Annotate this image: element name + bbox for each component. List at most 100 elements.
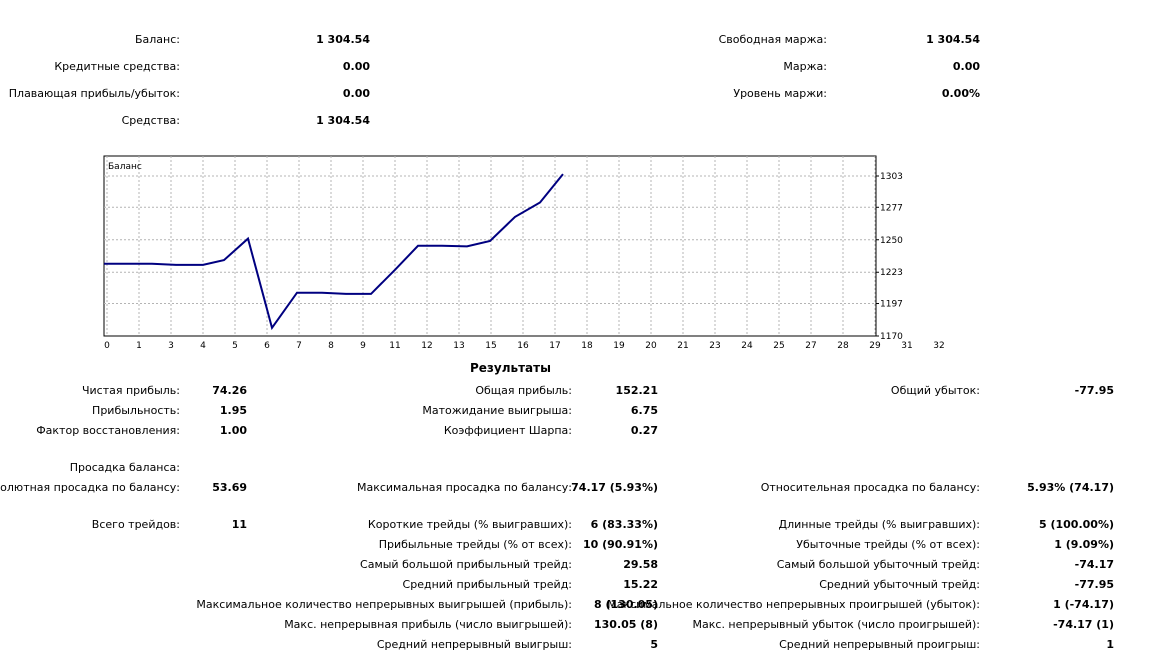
sharpe-label: Коэффициент Шарпа:	[443, 424, 572, 437]
abs-drawdown-value: 53.69	[212, 481, 247, 494]
chart-title: Баланс	[108, 162, 142, 172]
credit-label: Кредитные средства:	[54, 60, 180, 73]
long-trades-label: Длинные трейды (% выигравших):	[778, 518, 980, 531]
profit-factor-value: 1.95	[219, 404, 247, 417]
largest-loss-value: -74.17	[1074, 558, 1114, 571]
x-tick-label: 24	[741, 341, 753, 351]
gross-profit-label: Общая прибыль:	[475, 384, 572, 397]
x-tick-label: 17	[549, 341, 560, 351]
profit-trades-label: Прибыльные трейды (% от всех):	[378, 538, 572, 551]
results-title: Результаты	[470, 361, 551, 375]
x-tick-label: 0	[104, 341, 110, 351]
short-trades-label: Короткие трейды (% выигравших):	[367, 518, 572, 531]
x-tick-label: 15	[485, 341, 496, 351]
drawdown-header: Просадка баланса:	[69, 461, 180, 474]
x-tick-label: 11	[389, 341, 400, 351]
free-margin-value: 1 304.54	[926, 33, 980, 46]
max-drawdown-label: Максимальная просадка по балансу:	[356, 481, 572, 494]
floating-value: 0.00	[342, 87, 370, 100]
sharpe-value: 0.27	[630, 424, 658, 437]
x-tick-label: 25	[773, 341, 784, 351]
largest-loss-label: Самый большой убыточный трейд:	[776, 558, 980, 571]
margin-value: 0.00	[952, 60, 980, 73]
y-tick-label: 1303	[880, 172, 903, 182]
balance-label: Баланс:	[134, 33, 180, 46]
short-trades-value: 6 (83.33%)	[590, 518, 658, 531]
max-cons-loss-value: -74.17 (1)	[1053, 618, 1114, 631]
x-tick-label: 29	[869, 341, 881, 351]
balance-value: 1 304.54	[316, 33, 370, 46]
y-tick-label: 1197	[880, 300, 903, 310]
x-tick-label: 19	[613, 341, 625, 351]
x-tick-label: 7	[296, 341, 302, 351]
x-tick-label: 23	[709, 341, 720, 351]
recovery-factor-label: Фактор восстановления:	[36, 424, 180, 437]
max-cons-profit-label: Макс. непрерывная прибыль (число выигрыш…	[284, 618, 572, 631]
free-margin-label: Свободная маржа:	[718, 33, 827, 46]
x-tick-label: 6	[264, 341, 270, 351]
x-tick-label: 4	[200, 341, 206, 351]
largest-profit-label: Самый большой прибыльный трейд:	[360, 558, 572, 571]
expected-payoff-value: 6.75	[630, 404, 658, 417]
y-tick-label: 1277	[880, 203, 903, 213]
gross-loss-value: -77.95	[1074, 384, 1114, 397]
y-tick-label: 1250	[880, 236, 903, 246]
max-cons-losses-label: Максимальное количество непрерывных прои…	[607, 598, 980, 611]
x-tick-label: 1	[136, 341, 142, 351]
total-trades-value: 11	[231, 518, 247, 531]
avg-loss-label: Средний убыточный трейд:	[819, 578, 980, 591]
y-axis: 1303 1277 1250 1223 1197 1170	[876, 172, 903, 342]
profit-factor-label: Прибыльность:	[92, 404, 180, 417]
credit-value: 0.00	[342, 60, 370, 73]
y-tick-label: 1223	[880, 268, 903, 278]
loss-trades-value: 1 (9.09%)	[1054, 538, 1114, 551]
largest-profit-value: 29.58	[623, 558, 658, 571]
max-drawdown-value: 74.17 (5.93%)	[571, 481, 658, 494]
x-tick-label: 31	[901, 341, 912, 351]
net-profit-label: Чистая прибыль:	[81, 384, 180, 397]
y-tick-label: 1170	[880, 332, 903, 342]
balance-series-line	[104, 173, 564, 331]
equity-label: Средства:	[121, 114, 180, 127]
x-tick-label: 13	[453, 341, 464, 351]
x-tick-label: 16	[517, 341, 529, 351]
x-tick-label: 21	[677, 341, 688, 351]
gross-loss-label: Общий убыток:	[890, 384, 980, 397]
x-tick-label: 12	[421, 341, 432, 351]
x-tick-label: 32	[933, 341, 944, 351]
max-cons-wins-label: Максимальное количество непрерывных выиг…	[196, 598, 572, 611]
avg-profit-label: Средний прибыльный трейд:	[402, 578, 572, 591]
avg-profit-value: 15.22	[623, 578, 658, 591]
margin-level-value: 0.00%	[941, 87, 980, 100]
max-cons-loss-label: Макс. непрерывный убыток (число проигрыш…	[692, 618, 980, 631]
margin-label: Маржа:	[783, 60, 827, 73]
long-trades-value: 5 (100.00%)	[1038, 518, 1114, 531]
rel-drawdown-label: Относительная просадка по балансу:	[760, 481, 980, 494]
avg-cons-wins-label: Средний непрерывный выигрыш:	[376, 638, 572, 651]
recovery-factor-value: 1.00	[219, 424, 247, 437]
profit-trades-value: 10 (90.91%)	[582, 538, 658, 551]
gross-profit-value: 152.21	[615, 384, 658, 397]
x-tick-label: 5	[232, 341, 238, 351]
x-tick-label: 3	[168, 341, 174, 351]
chart-frame	[103, 155, 877, 337]
avg-loss-value: -77.95	[1074, 578, 1114, 591]
max-cons-wins-value: 8 (130.05)	[594, 598, 658, 611]
total-trades-label: Всего трейдов:	[91, 518, 180, 531]
equity-value: 1 304.54	[316, 114, 370, 127]
x-tick-label: 9	[360, 341, 366, 351]
margin-level-label: Уровень маржи:	[733, 87, 827, 100]
floating-label: Плавающая прибыль/убыток:	[8, 87, 180, 100]
max-cons-losses-value: 1 (-74.17)	[1053, 598, 1114, 611]
x-tick-label: 8	[328, 341, 334, 351]
loss-trades-label: Убыточные трейды (% от всех):	[796, 538, 980, 551]
x-tick-label: 27	[805, 341, 816, 351]
max-cons-profit-value: 130.05 (8)	[594, 618, 658, 631]
x-axis: 0 1 3 4 5 6 7 8 9 11 12 13 15 16 17 18 19 20 21 23 24 25 27 28 2…	[104, 341, 945, 351]
chart-grid	[104, 156, 876, 336]
x-tick-label: 20	[645, 341, 657, 351]
avg-cons-losses-label: Средний непрерывный проигрыш:	[779, 638, 980, 651]
rel-drawdown-value: 5.93% (74.17)	[1027, 481, 1114, 494]
avg-cons-wins-value: 5	[650, 638, 658, 651]
